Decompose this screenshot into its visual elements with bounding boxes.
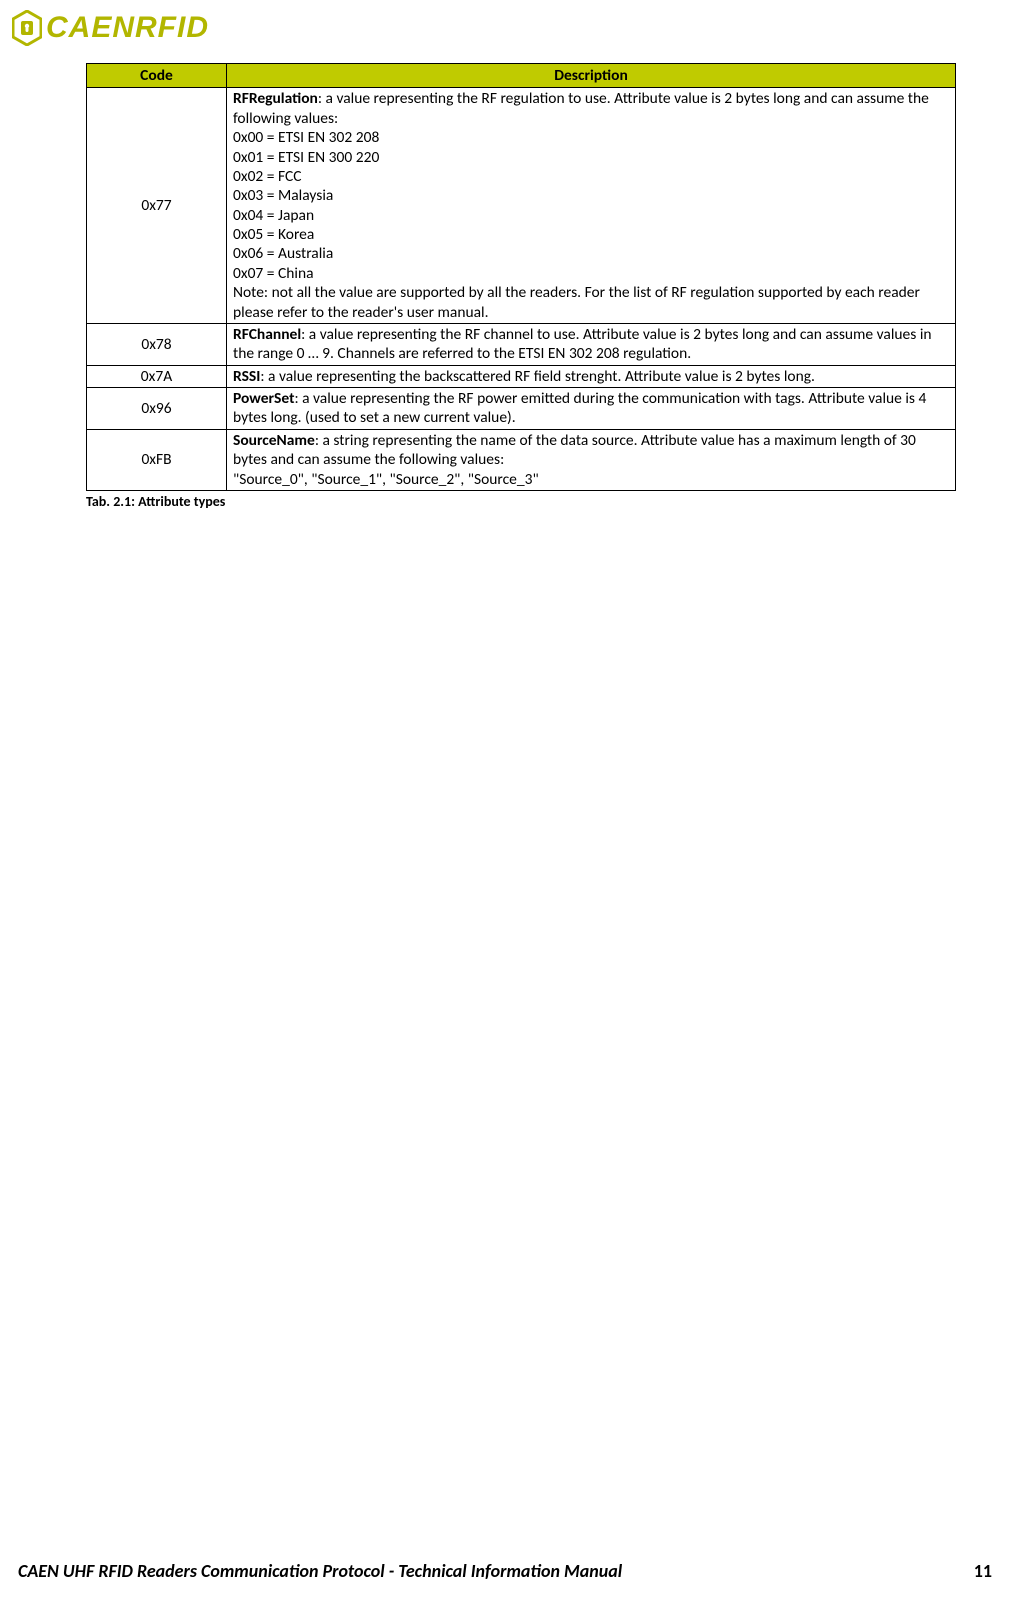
description-line: Note: not all the value are supported by… [233,283,949,322]
logo-text: CAENRFID [46,11,209,45]
code-cell: 0xFB [87,429,227,490]
code-cell: 0x7A [87,365,227,387]
description-line: 0x01 = ETSI EN 300 220 [233,148,949,167]
col-header-code: Code [87,64,227,88]
table-header-row: Code Description [87,64,956,88]
description-line: 0x03 = Malaysia [233,186,949,205]
description-line: 0x04 = Japan [233,206,949,225]
description-cell: SourceName: a string representing the na… [227,429,956,490]
footer-page-number: 11 [974,1560,992,1582]
logo-hex-icon [12,10,42,46]
description-line: RFRegulation: a value representing the R… [233,89,949,128]
code-cell: 0x77 [87,88,227,324]
description-cell: RSSI: a value representing the backscatt… [227,365,956,387]
table-row: 0x96PowerSet: a value representing the R… [87,388,956,430]
footer-title: CAEN UHF RFID Readers Communication Prot… [18,1560,622,1582]
table-row: 0x78RFChannel: a value representing the … [87,323,956,365]
description-cell: RFRegulation: a value representing the R… [227,88,956,324]
code-cell: 0x78 [87,323,227,365]
page-footer: CAEN UHF RFID Readers Communication Prot… [18,1560,992,1582]
attribute-types-table: Code Description 0x77RFRegulation: a val… [86,63,956,491]
description-line: SourceName: a string representing the na… [233,431,949,470]
description-line: 0x06 = Australia [233,244,949,263]
description-line: RFChannel: a value representing the RF c… [233,325,949,364]
table-row: 0x7A RSSI: a value representing the backs… [87,365,956,387]
logo: CAENRFID [12,10,209,46]
description-line: 0x05 = Korea [233,225,949,244]
description-line: "Source_0", "Source_1", "Source_2", "Sou… [233,470,949,489]
table-caption: Tab. 2.1: Attribute types [86,493,956,510]
code-cell: 0x96 [87,388,227,430]
main-content: Code Description 0x77RFRegulation: a val… [86,63,956,510]
description-line: 0x00 = ETSI EN 302 208 [233,128,949,147]
description-line: RSSI: a value representing the backscatt… [233,367,949,386]
description-cell: RFChannel: a value representing the RF c… [227,323,956,365]
table-row: 0xFBSourceName: a string representing th… [87,429,956,490]
description-line: PowerSet: a value representing the RF po… [233,389,949,428]
description-cell: PowerSet: a value representing the RF po… [227,388,956,430]
table-row: 0x77RFRegulation: a value representing t… [87,88,956,324]
description-line: 0x07 = China [233,264,949,283]
description-line: 0x02 = FCC [233,167,949,186]
col-header-description: Description [227,64,956,88]
